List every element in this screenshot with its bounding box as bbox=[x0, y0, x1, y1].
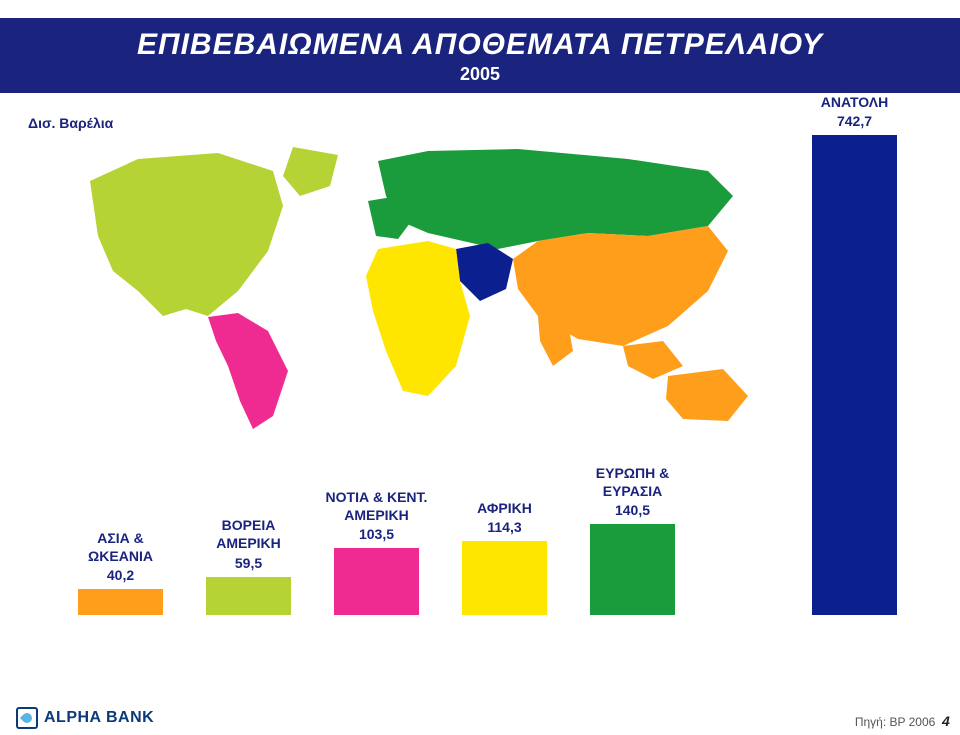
bar-label-line: ΜΕΣΗ bbox=[794, 75, 915, 93]
bar-label-line: ΩΚΕΑΝΙΑ bbox=[60, 547, 181, 565]
page-title: ΕΠΙΒΕΒΑΙΩΜΕΝΑ ΑΠΟΘΕΜΑΤΑ ΠΕΤΡΕΛΑΙΟΥ bbox=[0, 28, 960, 62]
source-label: Πηγή: BP 2006 bbox=[855, 715, 942, 729]
bar-label-line: ΑΣΙΑ & bbox=[60, 529, 181, 547]
bar-label-line: ΑΝΑΤΟΛΗ bbox=[794, 93, 915, 111]
bar-label-line: ΕΥΡΑΣΙΑ bbox=[572, 482, 693, 500]
bar-value: 103,5 bbox=[316, 526, 437, 542]
bar-label-middle_east: ΜΕΣΗΑΝΑΤΟΛΗ 742,7 bbox=[794, 75, 915, 129]
logo: ALPHA BANK bbox=[16, 707, 154, 729]
bar-label-europe_eurasia: ΕΥΡΩΠΗ &ΕΥΡΑΣΙΑ 140,5 bbox=[572, 464, 693, 518]
bar-sc_america bbox=[334, 548, 419, 615]
bar-label-line: ΝΟΤΙΑ & ΚΕΝΤ. bbox=[316, 488, 437, 506]
bar-label-line: ΕΥΡΩΠΗ & bbox=[572, 464, 693, 482]
bar-value: 140,5 bbox=[572, 502, 693, 518]
bar-label-africa: ΑΦΡΙΚΗ 114,3 bbox=[444, 499, 565, 535]
bar-value: 40,2 bbox=[60, 567, 181, 583]
y-axis-label: Δισ. Βαρέλια bbox=[28, 115, 113, 131]
bar-value: 114,3 bbox=[444, 519, 565, 535]
page-number: 4 bbox=[942, 713, 954, 729]
bar-europe_eurasia bbox=[590, 524, 675, 615]
logo-text: ALPHA BANK bbox=[44, 709, 154, 727]
bar-label-north_america: ΒΟΡΕΙΑΑΜΕΡΙΚΗ 59,5 bbox=[188, 516, 309, 570]
bar-value: 59,5 bbox=[188, 555, 309, 571]
bar-label-sc_america: ΝΟΤΙΑ & ΚΕΝΤ.ΑΜΕΡΙΚΗ 103,5 bbox=[316, 488, 437, 542]
bar-value: 742,7 bbox=[794, 113, 915, 129]
bar-asia_oceania bbox=[78, 589, 163, 615]
logo-icon bbox=[16, 707, 38, 729]
chart-area: Δισ. Βαρέλια ΑΣΙΑ &ΩΚΕΑΝΙΑ40,2ΒΟΡΕΙΑΑΜΕΡ… bbox=[20, 113, 940, 633]
bar-middle_east bbox=[812, 135, 897, 615]
bar-north_america bbox=[206, 577, 291, 615]
bar-label-line: ΑΜΕΡΙΚΗ bbox=[188, 534, 309, 552]
bar-label-asia_oceania: ΑΣΙΑ &ΩΚΕΑΝΙΑ 40,2 bbox=[60, 529, 181, 583]
bar-label-line: ΒΟΡΕΙΑ bbox=[188, 516, 309, 534]
bar-africa bbox=[462, 541, 547, 615]
bar-label-line: ΑΜΕΡΙΚΗ bbox=[316, 506, 437, 524]
bar-label-line: ΑΦΡΙΚΗ bbox=[444, 499, 565, 517]
bars-wrap: ΑΣΙΑ &ΩΚΕΑΝΙΑ40,2ΒΟΡΕΙΑΑΜΕΡΙΚΗ59,5ΝΟΤΙΑ … bbox=[20, 135, 940, 615]
